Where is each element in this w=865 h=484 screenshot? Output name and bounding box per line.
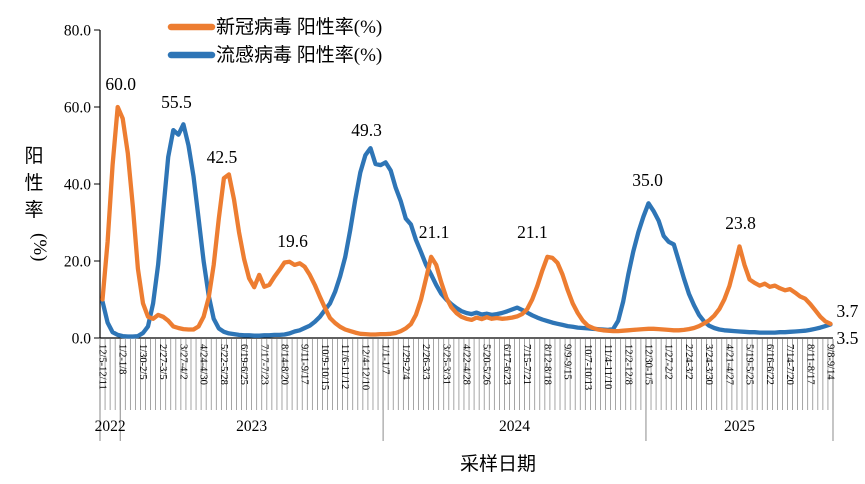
x-tick-label: 6/16-6/22	[764, 344, 775, 385]
x-tick-label: 12/2-12/8	[622, 344, 633, 385]
x-tick-label: 1/29-2/4	[400, 344, 411, 380]
x-tick-label: 3/27-4/2	[177, 344, 188, 380]
x-tick-label: 6/17-6/23	[501, 344, 512, 385]
x-tick-label: 7/14-7/20	[784, 344, 795, 385]
data-series-lines	[100, 104, 833, 339]
year-label: 2023	[236, 418, 267, 435]
y-tick-label: 60.0	[64, 100, 91, 117]
y-tick-label: 20.0	[64, 254, 91, 271]
value-annotation: 23.8	[725, 213, 756, 233]
x-tick-label: 2/27-3/5	[157, 344, 168, 380]
x-tick-label: 6/19-6/25	[238, 344, 249, 385]
x-tick-label: 9/9-9/15	[562, 344, 573, 380]
x-tick-label: 12/30-1/5	[643, 344, 654, 385]
x-tick-label: 10/7-10/13	[582, 344, 593, 390]
year-separators	[99, 339, 834, 441]
covid-positivity-line	[100, 104, 833, 337]
value-annotation: 3.5	[837, 328, 859, 348]
year-label: 2022	[95, 418, 126, 435]
x-tick-label: 12/4-12/10	[359, 344, 370, 390]
x-tick-label: 4/21-4/27	[723, 344, 734, 385]
value-annotation: 3.7	[837, 301, 859, 321]
covid-legend-label: 新冠病毒 阳性率(%)	[216, 16, 382, 38]
weekly-tick-comb	[99, 339, 834, 410]
x-tick-label: 8/14-8/20	[279, 344, 290, 385]
y-tick-label: 80.0	[64, 23, 91, 40]
legend: 新冠病毒 阳性率(%) 流感病毒 阳性率(%)	[167, 16, 382, 66]
x-tick-label: 1/30-2/5	[137, 344, 148, 380]
x-tick-label: 11/4-11/10	[602, 344, 613, 389]
axes	[94, 29, 833, 339]
year-label: 2024	[499, 418, 530, 435]
x-tick-label: 5/20-5/26	[481, 344, 492, 385]
x-tick-label: 1/27-2/2	[663, 344, 674, 380]
y-tick-label: 0.0	[72, 331, 92, 348]
x-axis-tick-labels: 12/5-12/11 1/2-1/8 1/30-2/5 2/27-3/5 3/27-4/…	[97, 344, 836, 390]
x-tick-label: 12/5-12/11	[97, 344, 108, 390]
value-annotation: 55.5	[161, 92, 192, 112]
x-tick-label: 2/26-3/3	[420, 344, 431, 380]
y-tick-label: 40.0	[64, 177, 91, 194]
x-tick-label: 3/25-3/31	[440, 344, 451, 385]
x-tick-label: 1/2-1/8	[117, 344, 128, 374]
value-annotation: 35.0	[632, 170, 663, 190]
year-labels: 2022 2023 2024 2025	[95, 418, 756, 435]
data-annotations: 60.0 55.5 42.5 19.6 49.3 21.1 21.1 35.0 23.8 3.7 3…	[105, 74, 858, 348]
x-tick-label: 7/15-7/21	[521, 344, 532, 385]
y-axis-tick-labels: 0.0 20.0 40.0 60.0 80.0	[64, 23, 91, 348]
x-tick-label: 9/11-9/17	[299, 344, 310, 384]
x-tick-label: 2/24-3/2	[683, 344, 694, 380]
x-tick-label: 3/24-3/30	[703, 344, 714, 385]
x-axis-title: 采样日期	[460, 453, 536, 475]
x-tick-label: 8/12-8/18	[541, 344, 552, 385]
flu-positivity-line	[100, 122, 833, 339]
x-tick-label: 7/17-7/23	[258, 344, 269, 385]
year-label: 2025	[724, 418, 755, 435]
x-tick-label: 10/9-10/15	[319, 344, 330, 390]
x-tick-label: 1/1-1/7	[380, 344, 391, 374]
y-axis-title: 阳性率 (%)	[24, 145, 50, 261]
value-annotation: 21.1	[517, 222, 548, 242]
y-axis-title-char: 阳	[24, 145, 43, 167]
x-tick-label: 5/19-5/25	[744, 344, 755, 385]
x-tick-label: 9/8-9/14	[825, 344, 836, 380]
value-annotation: 42.5	[207, 147, 238, 167]
y-axis-title-char: 率	[24, 199, 43, 221]
x-tick-label: 5/22-5/28	[218, 344, 229, 385]
x-tick-label: 8/11-8/17	[804, 344, 815, 384]
value-annotation: 21.1	[419, 222, 450, 242]
value-annotation: 49.3	[351, 120, 382, 140]
y-axis-title-unit: (%)	[29, 233, 50, 261]
flu-legend-label: 流感病毒 阳性率(%)	[216, 44, 382, 66]
value-annotation: 19.6	[277, 231, 308, 251]
x-tick-label: 11/6-11/12	[339, 344, 350, 389]
x-tick-label: 4/22-4/28	[461, 344, 472, 385]
y-axis-title-char: 性	[24, 172, 43, 194]
value-annotation: 60.0	[105, 74, 136, 94]
x-tick-label: 4/24-4/30	[198, 344, 209, 385]
